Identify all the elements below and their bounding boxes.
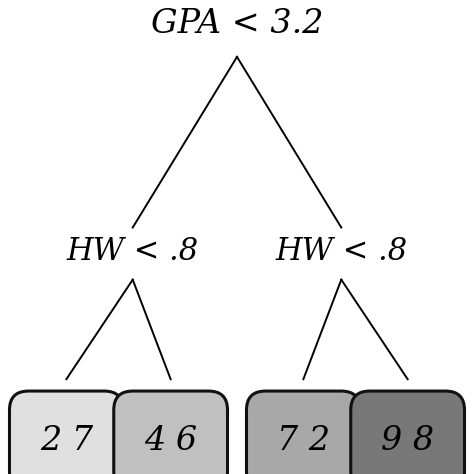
Text: 4 6: 4 6 — [144, 425, 197, 457]
Text: HW < .8: HW < .8 — [67, 236, 199, 267]
FancyBboxPatch shape — [9, 391, 123, 474]
Text: GPA < 3.2: GPA < 3.2 — [151, 8, 323, 40]
Text: 9 8: 9 8 — [381, 425, 434, 457]
FancyBboxPatch shape — [246, 391, 360, 474]
Text: HW < .8: HW < .8 — [275, 236, 407, 267]
FancyBboxPatch shape — [351, 391, 465, 474]
Text: 7 2: 7 2 — [277, 425, 330, 457]
FancyBboxPatch shape — [114, 391, 228, 474]
Text: 2 7: 2 7 — [40, 425, 93, 457]
